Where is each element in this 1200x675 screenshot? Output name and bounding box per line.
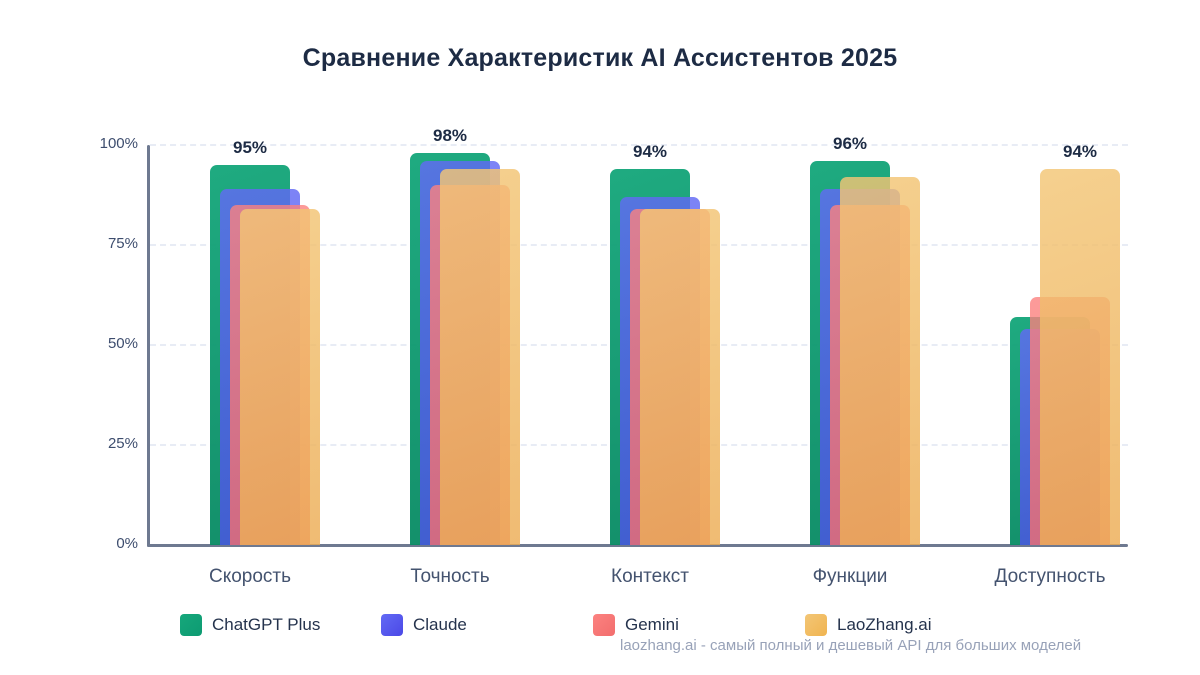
watermark-text: laozhang.ai - самый полный и дешевый API… [620, 637, 1082, 654]
legend-item-laozhang-ai: LaoZhang.ai [805, 613, 995, 637]
value-label: 95% [232, 138, 268, 157]
value-label: 96% [832, 134, 868, 153]
chart-title: Сравнение Характеристик AI Ассистентов 2… [302, 44, 898, 72]
value-label: 94% [1062, 142, 1098, 161]
bar-laozhang-ai-3 [840, 177, 920, 545]
category-label-4: Доступность [994, 566, 1106, 587]
category-label-3: Функции [812, 566, 888, 587]
value-label: 94% [632, 142, 668, 161]
y-tick-label: 25% [107, 435, 138, 452]
gridline-100 [150, 144, 1128, 146]
y-axis-line [147, 145, 150, 547]
legend-swatch [180, 614, 202, 636]
legend-label: Claude [413, 615, 467, 634]
legend-swatch [593, 614, 615, 636]
legend-item-claude: Claude [381, 613, 571, 637]
legend-swatch [805, 614, 827, 636]
category-label-2: Контекст [611, 566, 689, 587]
bar-laozhang-ai-0 [240, 209, 320, 545]
bar-laozhang-ai-2 [640, 209, 720, 545]
legend-label: ChatGPT Plus [212, 615, 321, 634]
legend-item-chatgpt-plus: ChatGPT Plus [180, 613, 370, 637]
value-label: 98% [432, 126, 468, 145]
bar-laozhang-ai-1 [440, 169, 520, 545]
y-tick-label: 75% [107, 235, 138, 252]
bar-laozhang-ai-4 [1040, 169, 1120, 545]
y-tick-label: 50% [107, 335, 138, 352]
legend-swatch [381, 614, 403, 636]
category-label-1: Точность [410, 566, 490, 587]
y-tick-label: 100% [99, 135, 138, 152]
x-axis-line [147, 544, 1128, 547]
y-tick-label: 0% [116, 535, 138, 552]
legend-item-gemini: Gemini [593, 613, 783, 637]
legend-label: Gemini [625, 615, 679, 634]
category-label-0: Скорость [208, 566, 292, 587]
legend-label: LaoZhang.ai [837, 615, 932, 634]
